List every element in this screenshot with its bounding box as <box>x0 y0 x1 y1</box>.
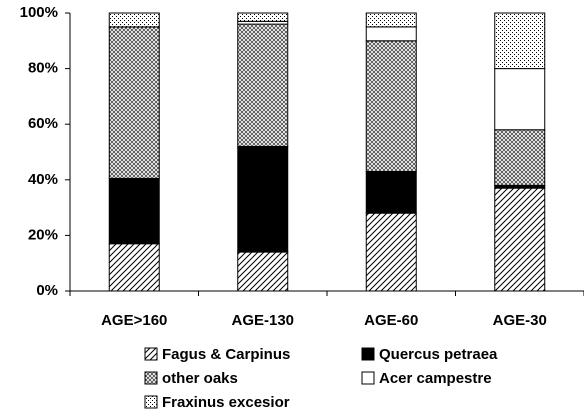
bar-segment <box>108 177 160 245</box>
legend-label: Acer campestre <box>379 370 492 387</box>
y-tick-label: 60% <box>28 115 58 132</box>
bar-segment <box>494 12 546 70</box>
x-tick-label: AGE-60 <box>364 312 418 329</box>
legend-label: Quercus petraea <box>379 346 498 363</box>
legend-swatch <box>144 395 158 409</box>
bar-segment <box>365 170 417 214</box>
bar-segment <box>494 68 546 131</box>
x-tick-label: AGE-30 <box>493 312 547 329</box>
y-tick-label: 100% <box>20 4 58 21</box>
bar-segment <box>237 145 289 253</box>
y-tick-label: 40% <box>28 171 58 188</box>
bar-segment <box>365 40 417 172</box>
bar-segment <box>494 187 546 292</box>
legend-swatch <box>361 371 375 385</box>
legend-swatch <box>144 347 158 361</box>
y-tick-label: 80% <box>28 60 58 77</box>
bar-segment <box>237 23 289 147</box>
legend-label: Fraxinus excesior <box>162 394 290 411</box>
bar-segment <box>365 212 417 292</box>
legend-label: other oaks <box>162 370 238 387</box>
legend-swatch <box>361 347 375 361</box>
legend-label: Fagus & Carpinus <box>162 346 290 363</box>
y-tick-label: 20% <box>28 226 58 243</box>
x-tick-label: AGE-130 <box>231 312 294 329</box>
bar-segment <box>237 251 289 292</box>
legend-swatch <box>144 371 158 385</box>
x-tick-label: AGE>160 <box>101 312 167 329</box>
bar-segment <box>494 129 546 186</box>
bar-segment <box>108 26 160 179</box>
y-tick-label: 0% <box>36 282 58 299</box>
bar-segment <box>365 12 417 28</box>
bar-segment <box>108 12 160 28</box>
bar-segment <box>237 12 289 22</box>
bar-segment <box>108 243 160 292</box>
bar-segment <box>365 26 417 42</box>
